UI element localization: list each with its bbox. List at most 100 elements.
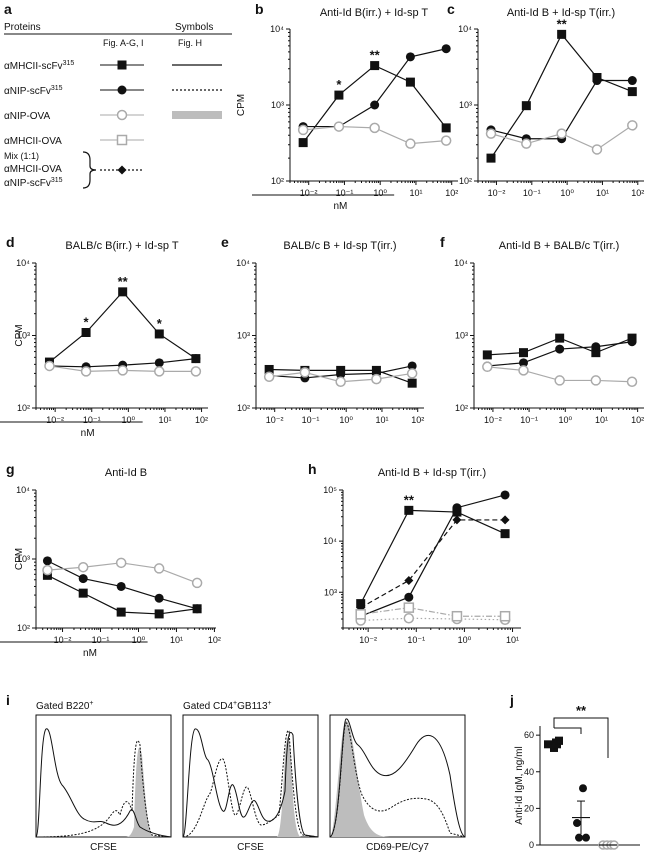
data-point-b-2-4 — [440, 135, 452, 146]
flow-panel-i: i Gated B220+ CFSE Gated CD4+GB113+ CFSE CD69… — [6, 692, 466, 853]
x-tick-label-f: 10⁻¹ — [520, 415, 538, 425]
x-tick-label-b: 10² — [445, 188, 458, 198]
histogram-frame-2 — [329, 714, 466, 838]
data-point-g-2-1 — [77, 561, 89, 573]
x-tick-label-g: 10² — [208, 635, 221, 645]
data-point-f-0-1 — [518, 348, 528, 358]
histogram-frame-0 — [35, 714, 172, 838]
legend-header-symbols: Symbols — [175, 22, 213, 33]
histogram-solid-1 — [182, 728, 319, 838]
data-point-b-0-2 — [370, 61, 380, 71]
histogram-2: CD69-PE/Cy7 — [329, 714, 466, 853]
x-tick-label-h: 10⁻¹ — [407, 635, 425, 645]
y-axis-label-g: CPM — [14, 548, 25, 570]
x-tick-label-e: 10² — [411, 415, 424, 425]
data-point-b-2-1 — [333, 121, 345, 132]
data-point-b-0-3 — [405, 77, 415, 87]
panel-label-d: d — [6, 234, 15, 250]
x-tick-label-c: 10¹ — [596, 188, 609, 198]
series-line-h-1 — [360, 494, 506, 617]
y-tick-label-c: 10⁴ — [458, 24, 472, 34]
data-point-c-0-2 — [557, 29, 567, 39]
data-point-c-2-3 — [591, 144, 603, 155]
histogram-fill-0 — [126, 747, 154, 837]
x-tick-label-d: 10⁻¹ — [83, 415, 101, 425]
data-point-e-2-1 — [299, 367, 311, 378]
data-point-d-2-4 — [190, 366, 202, 377]
y-tick-label-e: 10² — [237, 403, 250, 413]
y-tick-label-b: 10³ — [271, 100, 284, 110]
data-point-d-0-3 — [154, 329, 164, 339]
y-axis-label-j: Anti-Id IgM, ng/ml — [514, 746, 525, 824]
x-tick-label-f: 10² — [631, 415, 644, 425]
data-point-h-1-2 — [452, 503, 462, 513]
histogram-0: Gated B220+ CFSE — [35, 700, 172, 853]
x-tick-label-c: 10² — [631, 188, 644, 198]
panel-label-f: f — [440, 234, 445, 250]
x-tick-label-g: 10⁻¹ — [92, 635, 110, 645]
x-tick-label-f: 10¹ — [595, 415, 608, 425]
data-point-e-2-2 — [335, 376, 346, 388]
x-tick-label-d: 10⁰ — [122, 415, 136, 425]
data-point-e-2-0 — [263, 371, 275, 382]
legend-sub-fig-ag: Fig. A-G, I — [103, 38, 144, 48]
histogram-title-1: Gated CD4+GB113+ — [183, 700, 272, 712]
legend-header-proteins: Proteins — [4, 22, 41, 33]
x-tick-label-e: 10⁻² — [266, 415, 284, 425]
legend-sub-fig-h: Fig. H — [178, 38, 202, 48]
annotation-j: ** — [576, 703, 587, 718]
chart-h: h Anti-Id B + Id-sp T(irr.) 10³ 10⁴ 10⁵ 10⁻² 1… — [308, 461, 521, 645]
data-point-c-0-0 — [486, 153, 496, 163]
y-tick-label-j: 40 — [524, 767, 534, 777]
legend-marker-0 — [117, 60, 127, 70]
y-axis-label-b: CPM — [236, 94, 247, 116]
data-point-b-1-4 — [441, 44, 451, 54]
y-tick-label-j: 0 — [529, 840, 534, 850]
x-tick-label-h: 10⁰ — [458, 635, 472, 645]
legend-mix-marker — [117, 165, 127, 175]
legend-brace — [82, 151, 97, 189]
x-axis-label-d: nM — [81, 428, 95, 439]
histogram-1: Gated CD4+GB113+ CFSE — [182, 700, 319, 853]
data-point-c-2-4 — [627, 120, 638, 131]
x-tick-label-g: 10⁰ — [132, 635, 146, 645]
data-point-f-2-2 — [554, 375, 565, 386]
series-line-h-4 — [360, 607, 506, 617]
chart-title-g: Anti-Id B — [105, 467, 147, 479]
data-point-g-1-3 — [154, 593, 164, 603]
panel-label-b: b — [255, 1, 264, 17]
data-point-h-0-3 — [500, 529, 510, 539]
data-point-g-2-2 — [115, 557, 127, 569]
y-tick-label-d: 10⁴ — [16, 258, 30, 268]
data-point-b-0-0 — [298, 138, 308, 148]
data-point-g-2-4 — [191, 577, 203, 589]
data-point-d-2-1 — [80, 366, 92, 377]
x-tick-label-c: 10⁻¹ — [523, 188, 541, 198]
histogram-solid-0 — [35, 728, 172, 838]
data-point-h-1-1 — [404, 592, 414, 602]
x-axis-label-b: nM — [333, 201, 347, 212]
y-tick-label-g: 10² — [17, 623, 30, 633]
histogram-solid-2 — [329, 718, 466, 838]
legend-label-3: αMHCII-OVA — [4, 136, 62, 147]
histogram-fill-2 — [330, 720, 390, 837]
data-point-f-0-3 — [591, 348, 601, 358]
x-tick-label-c: 10⁰ — [560, 188, 574, 198]
legend-label-2: αNIP-OVA — [4, 111, 50, 122]
data-point-c-2-2 — [556, 128, 567, 139]
annotation-b-1: ** — [370, 48, 381, 63]
data-point-b-0-1 — [334, 90, 344, 100]
x-tick-label-d: 10¹ — [158, 415, 171, 425]
data-point-h-4-3 — [499, 610, 511, 622]
legend-mix-line2: αMHCII-OVA — [4, 164, 62, 175]
x-tick-label-b: 10⁻² — [300, 188, 318, 198]
y-tick-label-d: 10³ — [17, 331, 30, 341]
data-point-e-2-4 — [406, 368, 418, 379]
data-point-e-1-2 — [336, 369, 346, 379]
chart-title-h: Anti-Id B + Id-sp T(irr.) — [378, 467, 486, 479]
chart-panels: b Anti-Id B(irr.) + Id-sp T 10² 10³ 10⁴ 10⁻² 1… — [0, 1, 644, 659]
data-point-g-0-3 — [154, 609, 164, 619]
series-line-h-0 — [360, 509, 506, 604]
series-line-h-3 — [360, 617, 506, 622]
